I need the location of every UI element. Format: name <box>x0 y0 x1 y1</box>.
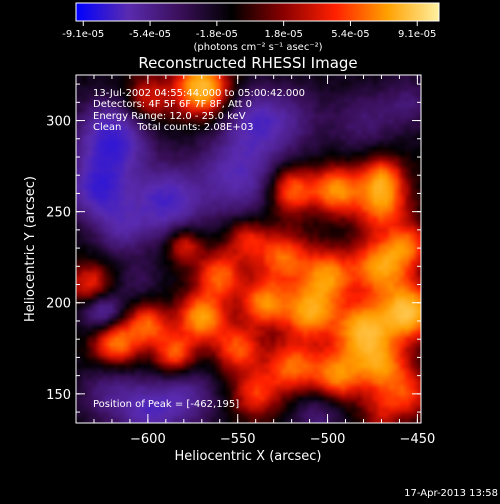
annotation-peak: Position of Peak = [-462,195] <box>93 399 239 410</box>
y-axis-label: Heliocentric Y (arcsec) <box>23 176 38 322</box>
colorbar: -9.1e-05 -5.4e-05 -1.8e-05 1.8e-05 5.4e-05 9.… <box>62 2 440 53</box>
y-tick-label: 150 <box>46 388 71 403</box>
x-tick-label: −500 <box>310 432 346 447</box>
x-tick-label: −450 <box>400 432 436 447</box>
annotation-block: 13-Jul-2002 04:55:44.000 to 05:00:42.000… <box>93 88 305 410</box>
colorbar-tick-label: -9.1e-05 <box>62 29 104 40</box>
x-tick-label: −550 <box>220 432 256 447</box>
y-tick-label: 250 <box>46 206 71 221</box>
colorbar-tick-label: -1.8e-05 <box>196 29 238 40</box>
annotation-time: 13-Jul-2002 04:55:44.000 to 05:00:42.000 <box>93 88 305 99</box>
colorbar-tick-label: 9.1e-05 <box>398 29 436 40</box>
plot-frame <box>75 74 422 424</box>
footer-date: 17-Apr-2013 13:58 <box>404 488 498 499</box>
heatmap <box>76 75 421 423</box>
x-axis-label: Heliocentric X (arcsec) <box>175 449 322 464</box>
y-tick-label: 300 <box>46 115 71 130</box>
chart-title: Reconstructed RHESSI Image <box>138 54 357 72</box>
heatmap-image <box>76 75 421 423</box>
annotation-energy: Energy Range: 12.0 - 25.0 keV <box>93 111 246 122</box>
annotation-method-counts: Clean Total counts: 2.08E+03 <box>93 122 253 133</box>
colorbar-units: (photons cm⁻² s⁻¹ asec⁻²) <box>193 42 322 53</box>
colorbar-tick-label: -5.4e-05 <box>129 29 171 40</box>
axis-ticks: −600 −550 −500 −450 150 200 250 300 <box>46 75 435 447</box>
annotation-detectors: Detectors: 4F 5F 6F 7F 8F, Att 0 <box>93 99 252 110</box>
colorbar-tick-label: 5.4e-05 <box>331 29 369 40</box>
x-tick-label: −600 <box>130 432 166 447</box>
y-tick-label: 200 <box>46 297 71 312</box>
colorbar-tick-label: 1.8e-05 <box>264 29 302 40</box>
colorbar-ticks: -9.1e-05 -5.4e-05 -1.8e-05 1.8e-05 5.4e-05 9.… <box>62 21 436 40</box>
colorbar-strip <box>75 2 440 22</box>
